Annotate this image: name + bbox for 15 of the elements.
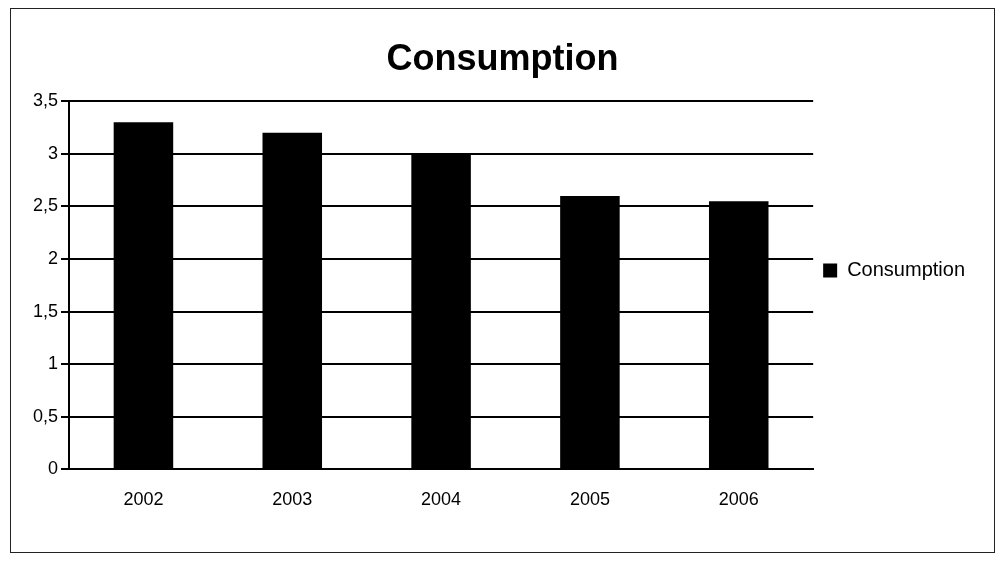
y-tick-label: 3,5	[32, 90, 59, 111]
legend-label: Consumption	[847, 258, 965, 281]
y-tick-label: 2,5	[32, 195, 59, 216]
y-tick-label: 2	[48, 247, 59, 268]
y-tick-label: 3	[48, 142, 59, 163]
y-tick-label: 1,5	[32, 300, 59, 321]
x-tick-label: 2005	[569, 489, 610, 510]
y-tick-label: 1	[48, 353, 59, 374]
y-tick-label: 0	[48, 458, 59, 479]
y-tick-label: 0,5	[32, 405, 59, 426]
x-tick-label: 2004	[421, 489, 462, 510]
chart-title: Consumption	[386, 36, 619, 78]
x-tick-label: 2002	[123, 489, 164, 510]
x-tick-label: 2006	[718, 489, 759, 510]
x-tick-label: 2003	[272, 489, 313, 510]
